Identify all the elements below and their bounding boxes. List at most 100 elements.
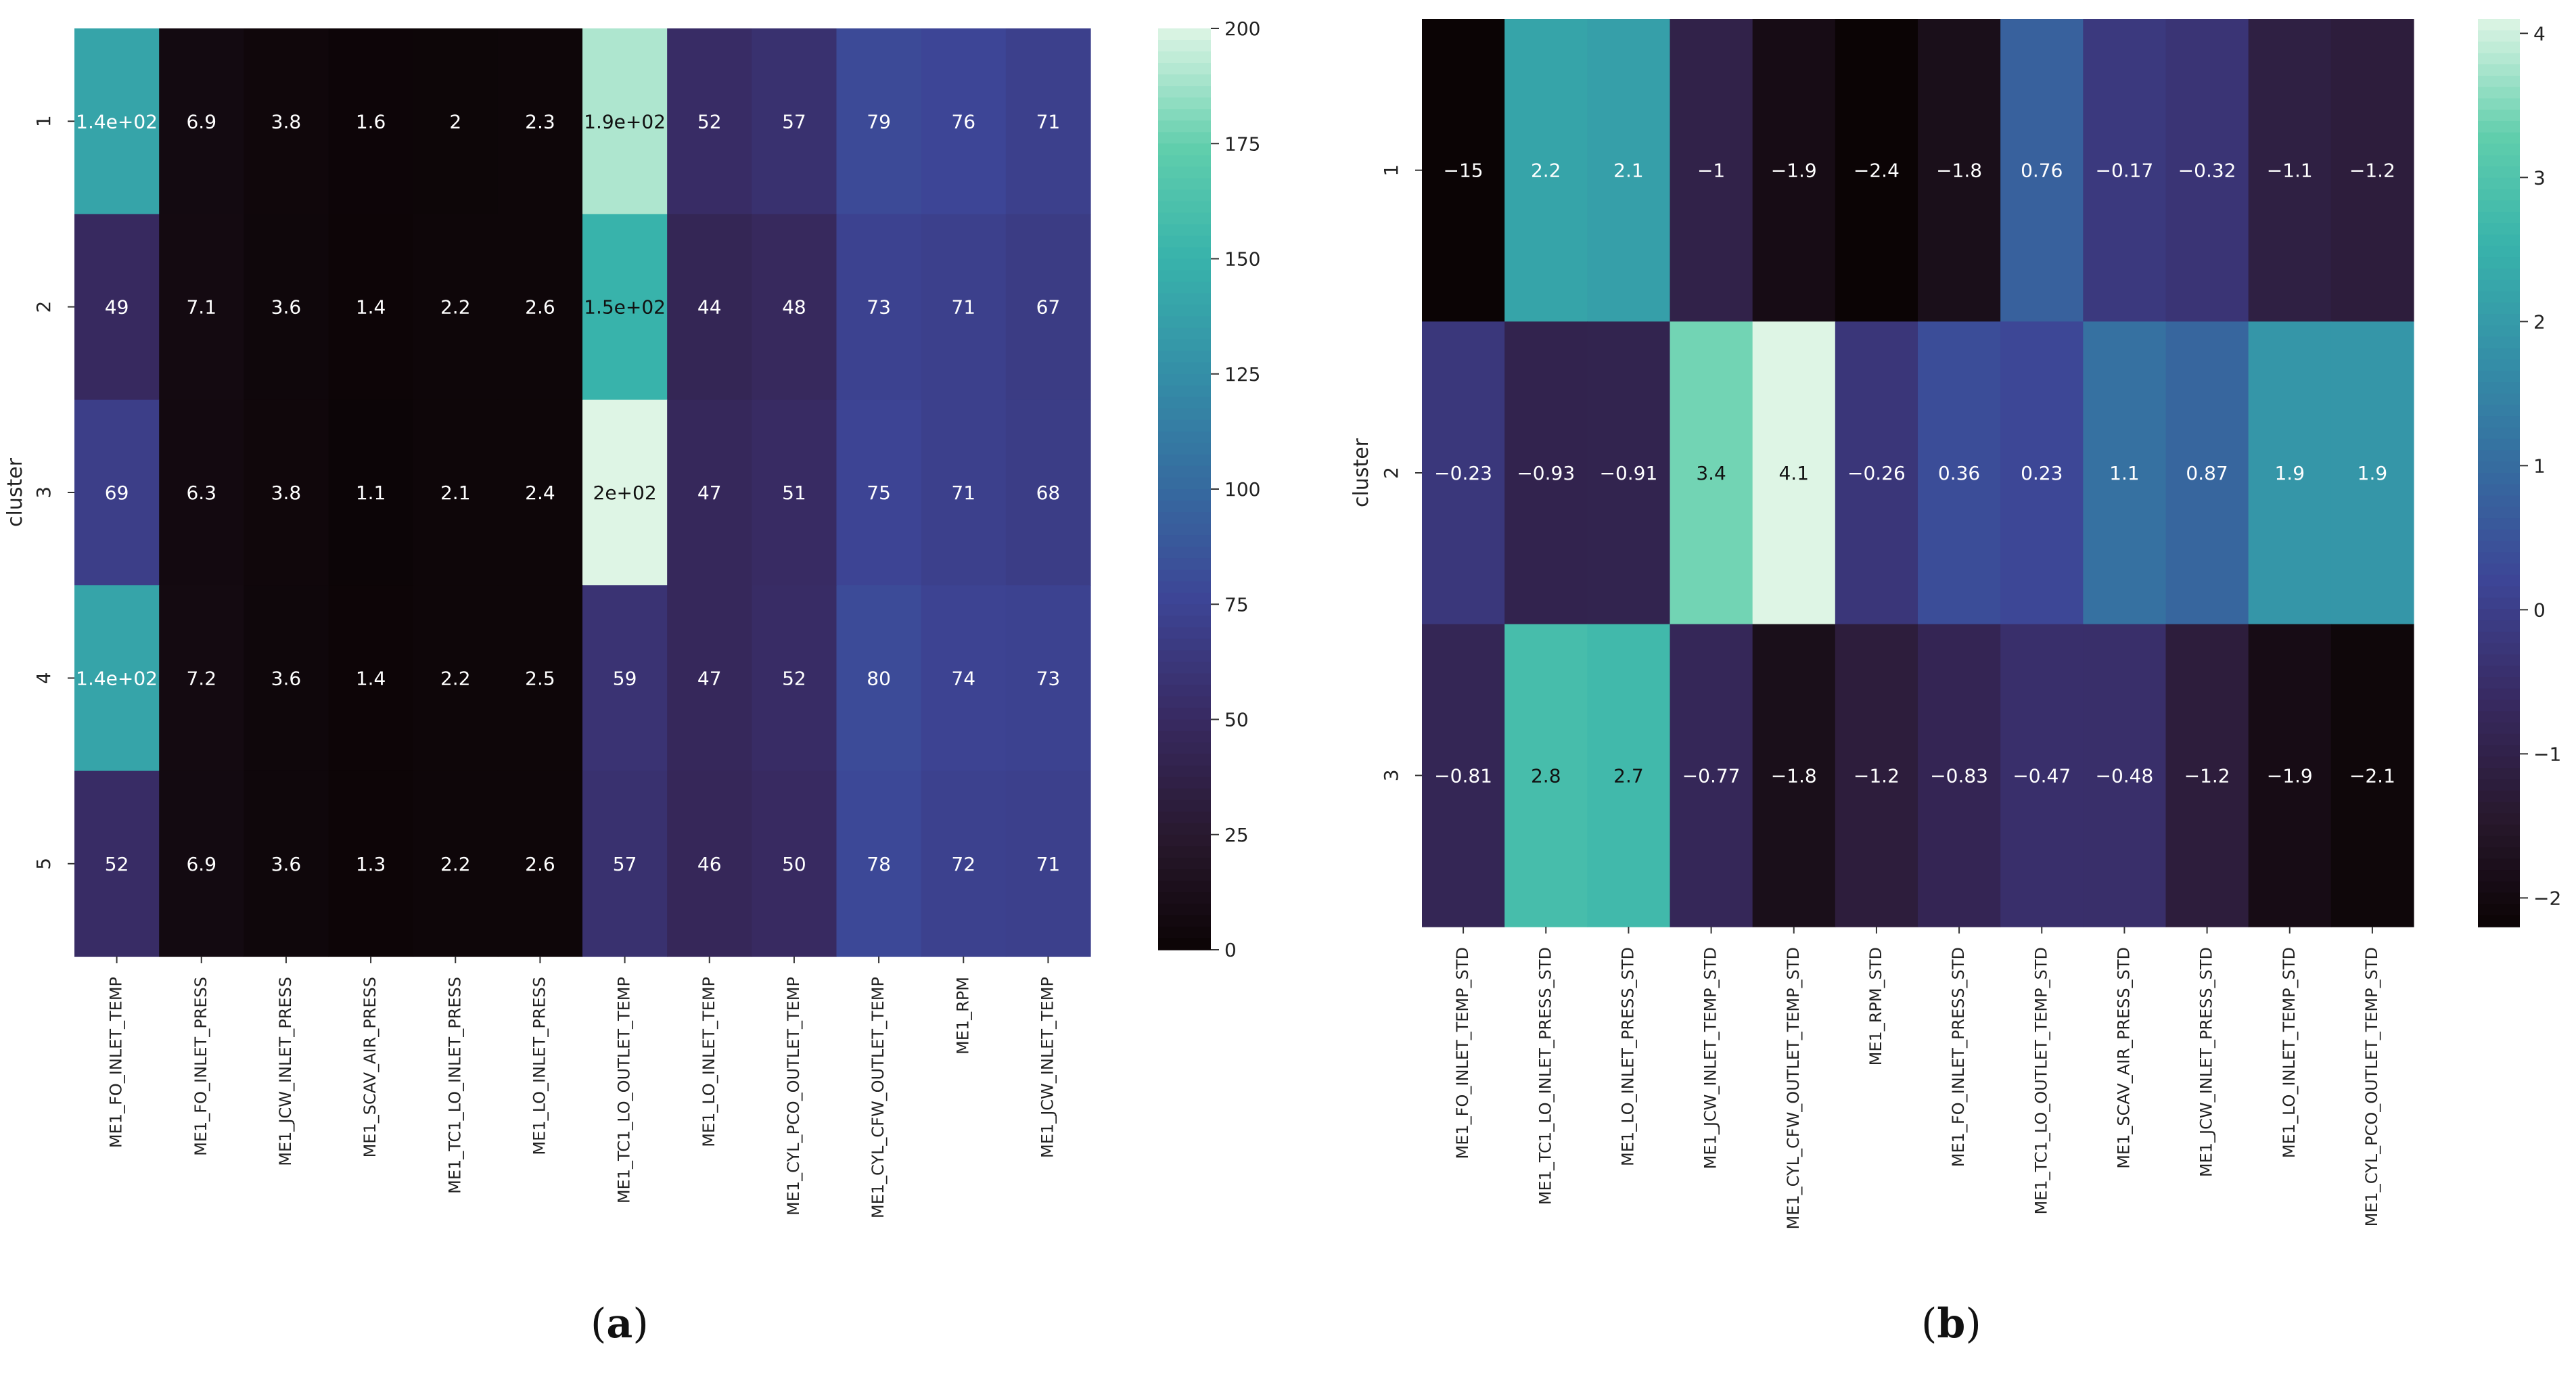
colorbar-band (2478, 416, 2520, 428)
heatmap-cell (497, 770, 583, 957)
colorbar-band (1158, 327, 1211, 340)
heatmap-cell (1005, 28, 1091, 214)
heatmap-cell (497, 28, 583, 214)
colorbar-band (1158, 708, 1211, 720)
heatmap-cell (2330, 624, 2414, 927)
heatmap-cell (2000, 624, 2084, 927)
row-tick-label: 4 (32, 672, 55, 684)
heatmap-cell (2248, 19, 2332, 322)
heatmap-cell (244, 399, 329, 586)
column-tick-label: ME1_FO_INLET_TEMP (107, 977, 126, 1148)
heatmap-cell (752, 585, 837, 772)
cell-annotation: 2 (449, 110, 461, 133)
panel-label-a: (a) (591, 1300, 649, 1348)
colorbar-band (1158, 547, 1211, 559)
colorbar-band (1158, 63, 1211, 75)
colorbar-band (1158, 892, 1211, 904)
colorbar-band (1158, 293, 1211, 306)
colorbar-band (2478, 745, 2520, 758)
colorbar-band (2478, 733, 2520, 746)
heatmap-cell (921, 399, 1007, 586)
colorbar-band (2478, 291, 2520, 304)
colorbar-band (2478, 120, 2520, 133)
cell-annotation: 3.6 (271, 296, 302, 319)
colorbar-tick-label: 100 (1224, 478, 1260, 501)
colorbar-band (1158, 685, 1211, 697)
colorbar-tick-label: 0 (2533, 599, 2546, 621)
heatmap-cell (244, 585, 329, 772)
column-tick-label: ME1_CYL_PCO_OUTLET_TEMP (784, 977, 803, 1216)
cell-annotation: −1.9 (2267, 764, 2313, 787)
colorbar-band (1158, 903, 1211, 916)
cell-annotation: 1.5e+02 (584, 296, 666, 319)
colorbar-band (1158, 846, 1211, 858)
colorbar-band (2478, 325, 2520, 338)
colorbar-band (2478, 586, 2520, 599)
cell-annotation: 59 (613, 667, 637, 689)
heatmap-cell (1587, 19, 1671, 322)
cell-annotation: −1.8 (1936, 160, 1982, 182)
cell-annotation: 0.87 (2186, 462, 2228, 484)
cell-annotation: 7.1 (186, 296, 216, 319)
colorbar-tick-label: 200 (1224, 18, 1260, 40)
cell-annotation: 1.4 (356, 667, 386, 689)
row-tick-label: 2 (1380, 467, 1402, 479)
cell-annotation: 6.9 (186, 853, 216, 875)
colorbar-band (2478, 41, 2520, 54)
cell-annotation: 1.3 (356, 853, 386, 875)
cell-annotation: 0.76 (2021, 160, 2063, 182)
colorbar-band (2478, 881, 2520, 894)
colorbar-band (2478, 30, 2520, 43)
heatmap-cell (1918, 321, 2001, 625)
column-tick-label: ME1_FO_INLET_PRESS_STD (1949, 947, 1968, 1167)
cell-annotation: 72 (951, 853, 975, 875)
colorbar-band (1158, 662, 1211, 674)
colorbar-band (2478, 314, 2520, 326)
colorbar-band (1158, 339, 1211, 352)
y-axis-label: cluster (3, 457, 27, 527)
cell-annotation: −1 (1697, 160, 1725, 182)
colorbar-band (1158, 408, 1211, 421)
heatmap-cell (413, 585, 499, 772)
heatmap-cell (1005, 770, 1091, 957)
cell-annotation: 71 (1036, 110, 1061, 133)
heatmap-cell (328, 585, 414, 772)
colorbar-band (1158, 800, 1211, 812)
heatmap-cell (244, 770, 329, 957)
cell-annotation: 1.4e+02 (76, 110, 158, 133)
colorbar-band (2478, 98, 2520, 110)
colorbar-band (2478, 609, 2520, 621)
colorbar-band (1158, 731, 1211, 743)
cell-annotation: −1.8 (1771, 764, 1817, 787)
colorbar-band (1158, 570, 1211, 582)
cell-annotation: −0.26 (1847, 462, 1906, 484)
cell-annotation: −0.91 (1600, 462, 1658, 484)
heatmap-cell (74, 399, 160, 586)
column-tick-label: ME1_TC1_LO_INLET_PRESS (445, 977, 464, 1194)
cell-annotation: −0.23 (1434, 462, 1492, 484)
cell-annotation: −1.2 (2349, 160, 2395, 182)
heatmap-cell (1835, 19, 1918, 322)
colorbar-band (1158, 120, 1211, 133)
row-tick-label: 2 (32, 301, 55, 313)
colorbar-band (2478, 348, 2520, 361)
heatmap-cell (159, 28, 244, 214)
colorbar-tick-label: 2 (2533, 310, 2546, 333)
cell-annotation: 48 (782, 296, 806, 319)
cell-annotation: 71 (951, 296, 975, 319)
column-tick-label: ME1_LO_INLET_TEMP (699, 977, 718, 1147)
cell-annotation: 1.9 (2358, 462, 2388, 484)
colorbar-band (1158, 788, 1211, 801)
cell-annotation: −0.83 (1930, 764, 1988, 787)
cell-annotation: 52 (105, 853, 129, 875)
cell-annotation: 49 (105, 296, 129, 319)
heatmap-cell (1504, 321, 1588, 625)
cell-annotation: 52 (697, 110, 722, 133)
heatmap-cell (2330, 19, 2414, 322)
cell-annotation: 74 (951, 667, 975, 689)
heatmap-cell (582, 399, 668, 586)
heatmap-cell (667, 770, 752, 957)
colorbar-band (2478, 223, 2520, 235)
colorbar-band (2478, 438, 2520, 451)
